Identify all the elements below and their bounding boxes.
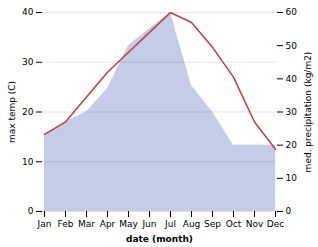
- svg-text:40: 40: [22, 7, 34, 17]
- svg-text:0: 0: [286, 206, 292, 216]
- svg-text:40: 40: [286, 74, 298, 84]
- svg-text:Aug: Aug: [183, 219, 201, 229]
- svg-text:Jul: Jul: [164, 219, 176, 229]
- svg-text:Oct: Oct: [226, 219, 242, 229]
- svg-text:Sep: Sep: [204, 219, 221, 229]
- svg-text:10: 10: [286, 173, 298, 183]
- svg-text:Feb: Feb: [58, 219, 74, 229]
- svg-text:0: 0: [28, 206, 34, 216]
- svg-text:Jan: Jan: [37, 219, 52, 229]
- svg-text:20: 20: [286, 140, 298, 150]
- svg-text:Apr: Apr: [100, 219, 116, 229]
- svg-text:Mar: Mar: [78, 219, 95, 229]
- svg-text:20: 20: [22, 107, 34, 117]
- svg-text:date (month): date (month): [126, 234, 193, 244]
- svg-text:Nov: Nov: [246, 219, 264, 229]
- svg-text:30: 30: [286, 107, 298, 117]
- svg-text:max temp (C): max temp (C): [7, 81, 17, 143]
- svg-text:10: 10: [22, 157, 34, 167]
- svg-text:60: 60: [286, 7, 298, 17]
- svg-text:50: 50: [286, 41, 298, 51]
- svg-text:med. precipitation (kg/m2): med. precipitation (kg/m2): [303, 52, 313, 173]
- svg-text:Jun: Jun: [141, 219, 156, 229]
- svg-text:Dec: Dec: [267, 219, 284, 229]
- svg-text:May: May: [119, 219, 138, 229]
- svg-text:30: 30: [22, 57, 34, 67]
